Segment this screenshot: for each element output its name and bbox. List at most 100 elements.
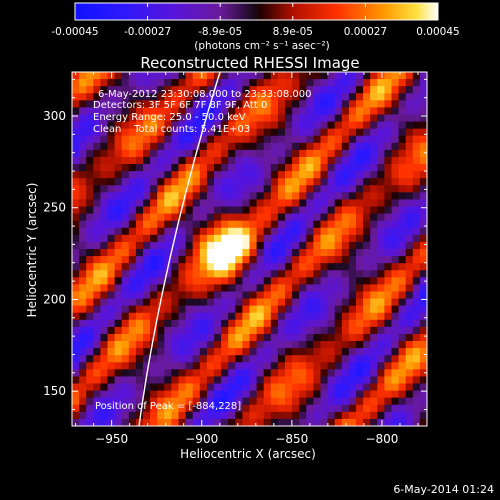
heatmap-cell bbox=[114, 397, 123, 406]
heatmap-cell bbox=[214, 86, 222, 94]
heatmap-cell bbox=[150, 376, 158, 385]
heatmap-cell bbox=[143, 348, 151, 356]
heatmap-cell bbox=[398, 305, 407, 314]
heatmap-cell bbox=[341, 156, 350, 165]
heatmap-cell bbox=[377, 135, 385, 144]
heatmap-cell bbox=[348, 397, 357, 406]
heatmap-cell bbox=[114, 86, 123, 94]
heatmap-cell bbox=[121, 227, 130, 236]
heatmap-cell bbox=[199, 404, 208, 413]
heatmap-cell bbox=[79, 149, 87, 158]
heatmap-cell bbox=[107, 185, 116, 193]
heatmap-cell bbox=[363, 270, 371, 278]
heatmap-cell bbox=[93, 256, 101, 264]
heatmap-cell bbox=[150, 213, 158, 222]
heatmap-cell bbox=[206, 404, 215, 413]
heatmap-cell bbox=[100, 199, 109, 208]
heatmap-cell bbox=[86, 234, 94, 243]
heatmap-cell bbox=[86, 298, 94, 307]
heatmap-cell bbox=[72, 249, 80, 257]
heatmap-cell bbox=[341, 319, 350, 328]
heatmap-cell bbox=[164, 156, 172, 165]
heatmap-cell bbox=[327, 93, 336, 101]
heatmap-cell bbox=[377, 156, 385, 165]
heatmap-cell bbox=[334, 305, 343, 314]
heatmap-cell bbox=[164, 404, 172, 413]
heatmap-cell bbox=[121, 135, 130, 144]
heatmap-cell bbox=[313, 249, 322, 257]
heatmap-cell bbox=[192, 171, 201, 179]
heatmap-cell bbox=[356, 256, 364, 264]
heatmap-cell bbox=[384, 135, 393, 144]
heatmap-cell bbox=[327, 234, 336, 243]
heatmap-cell bbox=[192, 156, 201, 165]
heatmap-cell bbox=[100, 390, 109, 399]
heatmap-cell bbox=[313, 270, 322, 278]
heatmap-cell bbox=[178, 263, 187, 271]
heatmap-cell bbox=[384, 206, 393, 215]
heatmap-cell bbox=[214, 298, 222, 307]
heatmap-cell bbox=[79, 404, 87, 413]
heatmap-cell bbox=[150, 284, 158, 293]
heatmap-cell bbox=[327, 156, 336, 165]
heatmap-cell bbox=[79, 418, 87, 426]
heatmap-cell bbox=[320, 86, 329, 94]
heatmap-cell bbox=[135, 341, 144, 349]
heatmap-cell bbox=[292, 100, 300, 108]
heatmap-cell bbox=[178, 149, 187, 158]
heatmap-cell bbox=[384, 355, 393, 363]
heatmap-cell bbox=[391, 249, 400, 257]
heatmap-cell bbox=[178, 390, 187, 399]
heatmap-cell bbox=[185, 86, 194, 94]
heatmap-cell bbox=[263, 298, 272, 307]
heatmap-cell bbox=[128, 227, 137, 236]
heatmap-cell bbox=[370, 114, 378, 123]
heatmap-cell bbox=[419, 227, 427, 236]
heatmap-cell bbox=[100, 185, 109, 193]
heatmap-cell bbox=[341, 93, 350, 101]
heatmap-cell bbox=[277, 149, 286, 158]
heatmap-cell bbox=[157, 312, 165, 321]
heatmap-cell bbox=[86, 277, 94, 285]
heatmap-cell bbox=[199, 79, 208, 87]
heatmap-cell bbox=[419, 79, 427, 87]
heatmap-cell bbox=[192, 192, 201, 201]
heatmap-cell bbox=[135, 135, 144, 144]
heatmap-cell bbox=[270, 107, 279, 116]
heatmap-cell bbox=[334, 397, 343, 406]
heatmap-cell bbox=[157, 418, 165, 426]
heatmap-cell bbox=[228, 128, 236, 137]
heatmap-cell bbox=[72, 362, 80, 370]
heatmap-cell bbox=[419, 305, 427, 314]
heatmap-cell bbox=[242, 383, 251, 392]
heatmap-cell bbox=[214, 383, 222, 392]
heatmap-cell bbox=[235, 341, 243, 349]
heatmap-cell bbox=[398, 270, 407, 278]
heatmap-cell bbox=[206, 249, 215, 257]
heatmap-cell bbox=[405, 164, 414, 172]
heatmap-cell bbox=[128, 135, 137, 144]
heatmap-cell bbox=[242, 390, 251, 399]
heatmap-cell bbox=[86, 369, 94, 378]
heatmap-cell bbox=[377, 369, 385, 378]
heatmap-cell bbox=[370, 333, 378, 342]
heatmap-cell bbox=[178, 178, 187, 186]
heatmap-cell bbox=[228, 72, 236, 80]
heatmap-cell bbox=[228, 312, 236, 321]
heatmap-cell bbox=[114, 348, 123, 356]
heatmap-cell bbox=[263, 149, 272, 158]
heatmap-cell bbox=[128, 156, 137, 165]
heatmap-cell bbox=[192, 348, 201, 356]
heatmap-cell bbox=[135, 284, 144, 293]
heatmap-cell bbox=[72, 397, 80, 406]
heatmap-cell bbox=[270, 220, 279, 229]
heatmap-cell bbox=[377, 383, 385, 392]
heatmap-cell bbox=[270, 86, 279, 94]
heatmap-cell bbox=[370, 72, 378, 80]
heatmap-cell bbox=[157, 355, 165, 363]
heatmap-cell bbox=[299, 185, 307, 193]
heatmap-cell bbox=[313, 72, 322, 80]
heatmap-cell bbox=[398, 227, 407, 236]
heatmap-cell bbox=[128, 256, 137, 264]
